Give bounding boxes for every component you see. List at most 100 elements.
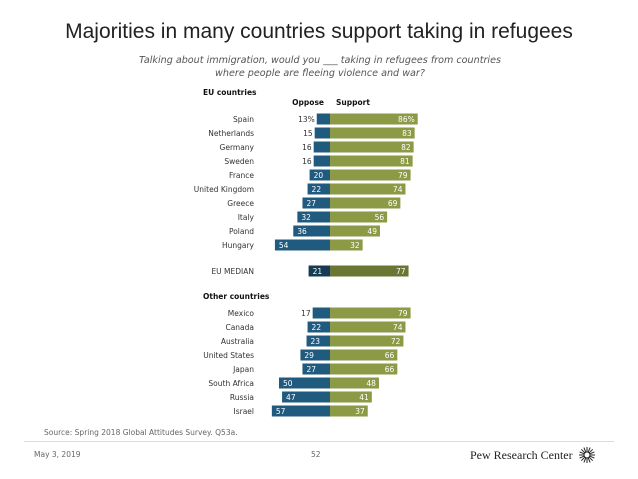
value-label-oppose: 13% [298,115,315,124]
country-label: Japan [232,365,254,374]
bar-support [330,113,418,125]
value-label-support: 49 [367,227,377,236]
bar-support [330,169,411,181]
logo-text: Pew Research Center [470,447,573,462]
bar-support [330,239,363,251]
bar-support [330,391,372,403]
value-label-oppose: 32 [301,213,311,222]
bar-oppose [302,197,330,209]
country-label: Hungary [222,241,255,250]
country-label: EU MEDIAN [211,267,254,276]
pew-logo: Pew Research Center [470,446,596,464]
page-number: 52 [311,450,321,459]
footer-divider [24,441,614,442]
bar-support [330,405,368,417]
country-label: Poland [229,227,254,236]
bar-support [330,155,413,167]
source-note: Source: Spring 2018 Global Attitudes Sur… [44,428,238,437]
value-label-oppose: 27 [306,199,316,208]
bar-support [330,141,414,153]
value-label-support: 41 [359,393,369,402]
value-label-oppose: 29 [304,351,314,360]
bar-support [330,127,415,139]
value-label-oppose: 16 [302,143,312,152]
bar-support [330,197,401,209]
value-label-oppose: 22 [312,185,322,194]
value-label-support: 79 [398,171,408,180]
value-label-support: 32 [350,241,360,250]
bar-oppose [279,377,330,389]
country-label: Netherlands [208,129,254,138]
value-label-support: 74 [393,185,403,194]
bar-oppose [312,307,330,319]
bar-oppose [271,405,330,417]
value-label-oppose: 50 [283,379,293,388]
bar-oppose [297,211,330,223]
value-label-support: 69 [388,199,398,208]
bar-oppose [293,225,330,237]
value-label-oppose: 22 [312,323,322,332]
header-oppose: Oppose [292,98,324,107]
bar-oppose [300,349,330,361]
bar-support [330,307,411,319]
value-label-support: 72 [391,337,401,346]
country-label: France [229,171,254,180]
bar-oppose [306,335,330,347]
value-label-oppose: 57 [276,407,286,416]
value-label-oppose: 23 [311,337,321,346]
value-label-oppose: 27 [306,365,316,374]
value-label-support: 56 [375,213,385,222]
value-label-oppose: 16 [302,157,312,166]
value-label-support: 81 [400,157,410,166]
value-label-support: 86% [398,115,415,124]
value-label-oppose: 21 [313,267,323,276]
country-label: Russia [230,393,254,402]
country-label: Mexico [228,309,255,318]
country-label: United Kingdom [194,185,254,194]
value-label-support: 79 [398,309,408,318]
value-label-oppose: 20 [314,171,324,180]
country-label: Spain [233,115,254,124]
group-title: Other countries [203,292,270,301]
diverging-bar-chart: Oppose Support EU countries Spain 13% 86% Neth… [194,88,418,417]
bar-support [330,363,398,375]
value-label-support: 77 [396,267,406,276]
bar-oppose [314,127,330,139]
value-label-oppose: 54 [279,241,289,250]
bar-support [330,183,406,195]
country-label: Germany [220,143,255,152]
bar-oppose [308,265,330,277]
bar-support [330,225,380,237]
bar-support [330,335,404,347]
value-label-oppose: 15 [303,129,313,138]
bar-oppose [274,239,330,251]
chart-subtitle: Talking about immigration, would you ___… [139,55,501,79]
value-label-oppose: 47 [286,393,296,402]
bar-oppose [313,155,330,167]
group-title: EU countries [203,88,257,97]
country-label: United States [203,351,254,360]
country-label: Canada [225,323,254,332]
value-label-support: 74 [393,323,403,332]
bar-support [330,265,409,277]
bar-support [330,377,379,389]
bar-oppose [307,321,330,333]
bar-oppose [313,141,330,153]
value-label-oppose: 17 [301,309,311,318]
country-label: Australia [221,337,254,346]
bar-oppose [302,363,330,375]
footer-date: May 3, 2019 [34,450,81,459]
value-label-support: 66 [385,365,395,374]
bar-support [330,211,388,223]
sunburst-icon [578,447,595,463]
bar-oppose [282,391,330,403]
value-label-oppose: 36 [297,227,307,236]
bar-support [330,349,398,361]
country-label: Greece [227,199,254,208]
country-label: Italy [238,213,255,222]
value-label-support: 37 [355,407,365,416]
header-support: Support [336,98,370,107]
page-title: Majorities in many countries support tak… [65,20,573,43]
country-label: Israel [234,407,255,416]
bar-support [330,321,406,333]
